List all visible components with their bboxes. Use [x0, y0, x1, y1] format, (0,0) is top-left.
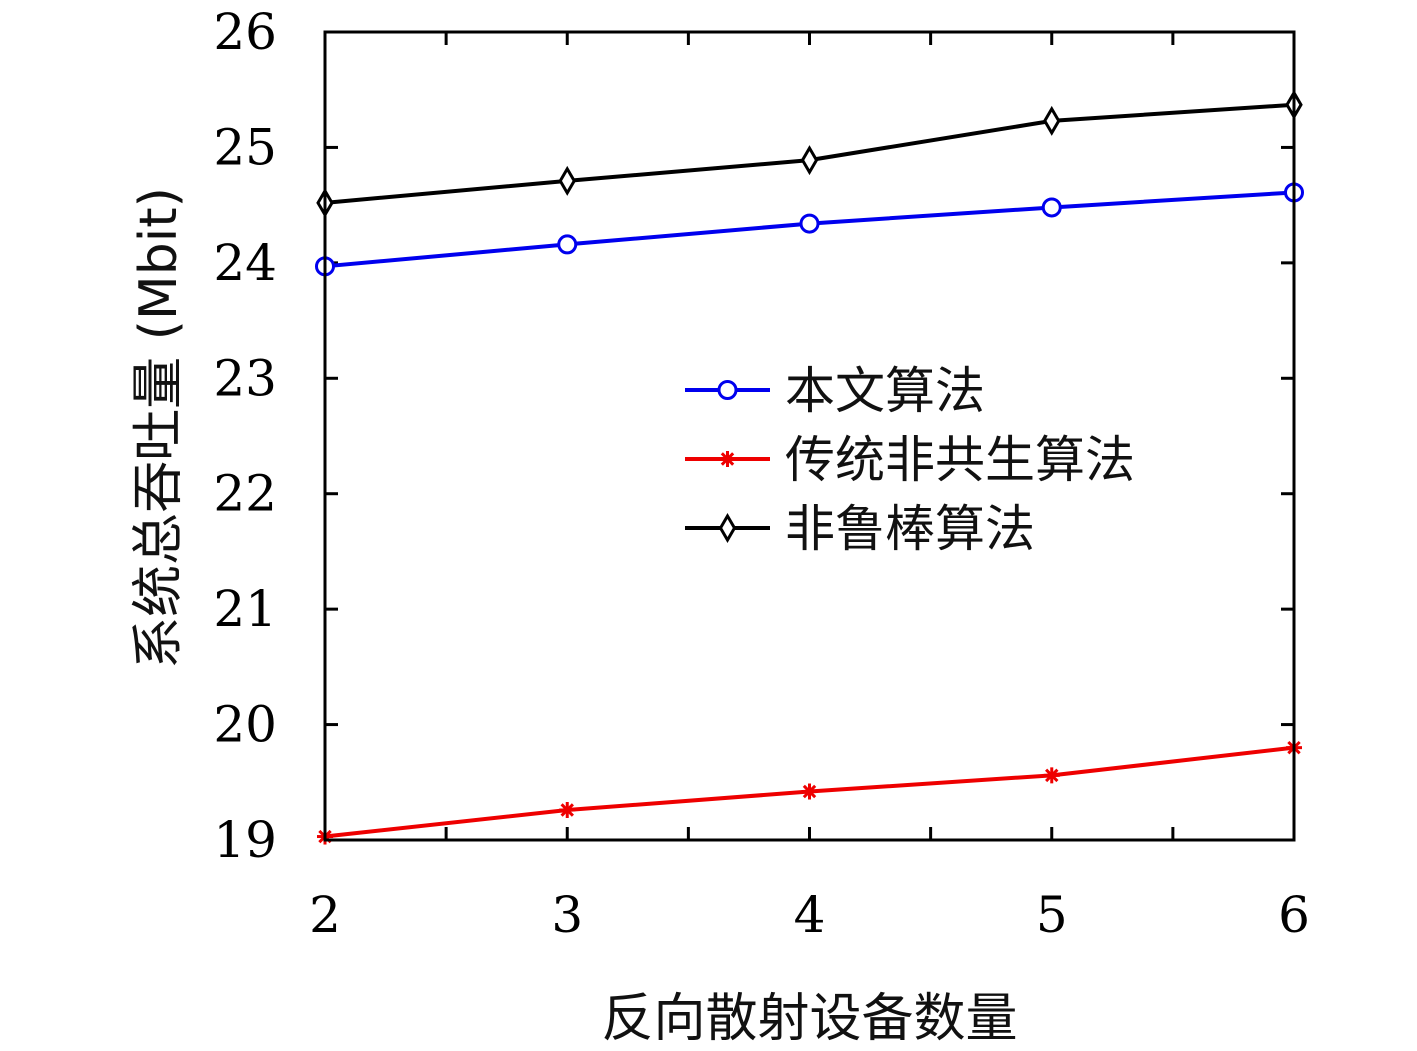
data-point	[558, 165, 576, 196]
y-tick-label: 19	[213, 811, 277, 869]
x-tick-label: 5	[1036, 886, 1068, 944]
plot-frame	[323, 30, 1296, 842]
x-axis-title: 反向散射设备数量	[601, 989, 1017, 1049]
legend-label: 传统非共生算法	[785, 431, 1135, 489]
legend-label: 本文算法	[785, 362, 985, 420]
x-tick-label: 3	[551, 886, 583, 944]
x-tick-labels: 2 3 4 5 6	[309, 886, 1310, 944]
y-tick-label: 23	[213, 349, 277, 407]
data-point	[1041, 197, 1062, 218]
data-point	[557, 234, 578, 255]
y-tick-label: 25	[213, 118, 277, 176]
y-tick-label: 26	[213, 3, 277, 61]
data-point	[799, 213, 820, 234]
y-tick-label: 21	[213, 580, 277, 638]
y-tick-label: 24	[213, 234, 277, 292]
y-tick-label: 22	[213, 465, 277, 523]
series-0	[315, 182, 1304, 277]
y-axis-title: 系统总吞吐量 (Mbit)	[129, 187, 189, 669]
data-point	[717, 380, 738, 400]
legend-item: 本文算法	[685, 362, 985, 420]
y-tick-labels: 19 20 21 22 23 24 25 26	[213, 3, 277, 869]
data-point	[801, 783, 818, 800]
data-point	[559, 801, 576, 818]
legend-label: 非鲁棒算法	[785, 500, 1035, 558]
data-point	[1043, 105, 1061, 136]
data-point	[1043, 767, 1060, 784]
data-point	[718, 513, 737, 543]
series-2	[316, 89, 1303, 218]
data-point	[800, 145, 819, 176]
x-tick-label: 4	[794, 886, 826, 944]
x-tick-label: 2	[309, 886, 341, 944]
legend-item: 传统非共生算法	[685, 431, 1135, 489]
data-point	[719, 451, 736, 467]
series-1	[317, 739, 1302, 845]
y-tick-label: 20	[213, 696, 277, 754]
x-tick-label: 6	[1278, 886, 1310, 944]
legend-item: 非鲁棒算法	[685, 500, 1035, 558]
